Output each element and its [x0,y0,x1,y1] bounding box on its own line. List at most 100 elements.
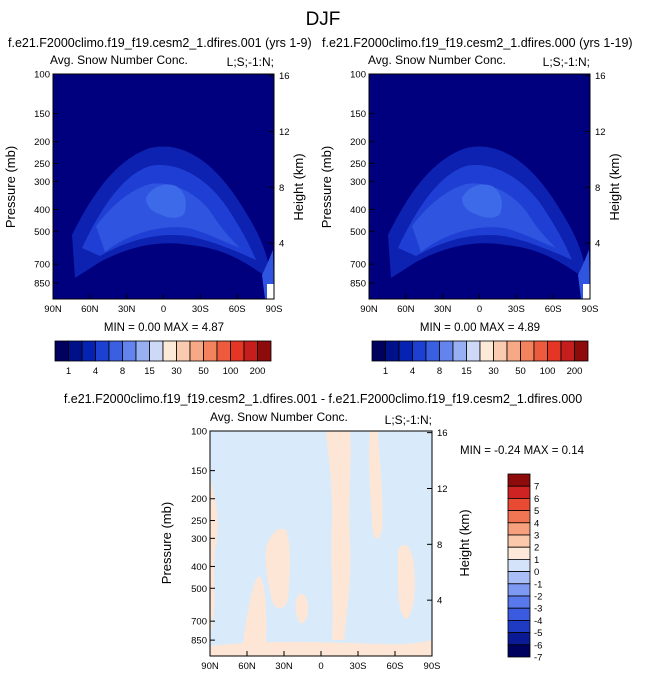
colorbar-label: 1 [534,555,539,566]
colorbar-swatch [216,340,231,362]
pressure-tick-label: 500 [34,227,50,238]
colorbar-swatch [189,340,204,362]
panel-1-ylabel: Pressure (mb) [3,146,18,228]
colorbar-label: 1 [383,366,388,377]
colorbar-label: 2 [534,543,539,554]
panel-2-title: f.e21.F2000climo.f19_f19.cesm2_1.dfires.… [322,36,633,50]
colorbar-swatch [507,607,531,621]
colorbar-label: 5 [534,506,539,517]
colorbar-label: 8 [120,366,125,377]
colorbar-label: -1 [534,579,542,590]
pressure-tick-label: 300 [191,534,207,545]
colorbar-swatch [507,473,531,487]
colorbar-swatch [547,340,562,362]
pressure-tick-label: 150 [34,109,50,120]
colorbar-label: 30 [488,366,499,377]
height-tick-label: 4 [437,596,442,607]
panel-2-pressure-axis: 100 150 200 250 300 400 500 700 850 [350,70,374,290]
colorbar-swatch [507,510,531,524]
colorbar-swatch [68,340,83,362]
pressure-tick-label: 850 [191,636,207,647]
panel-1-height-axis: 4 8 12 16 [269,71,290,250]
pressure-tick-label: 700 [350,260,366,271]
colorbar-label: -7 [534,653,542,664]
contour-plot-1: Avg. Snow Number Conc. L;S;-1:N; 100 150 2… [3,53,306,334]
colorbar-label: -2 [534,592,542,603]
pressure-tick-label: 500 [350,227,366,238]
pressure-tick-label: 300 [34,177,50,188]
panel-1-title: f.e21.F2000climo.f19_f19.cesm2_1.dfires.… [8,36,312,50]
panel-3-positive-region-f [398,545,415,619]
height-tick-label: 4 [595,239,600,250]
colorbar-swatch [243,340,258,362]
colorbar-label: -3 [534,604,542,615]
colorbar-swatch [507,644,531,658]
pressure-tick-label: 500 [191,584,207,595]
pressure-tick-label: 250 [34,159,50,170]
panel-3-positive-region-e [369,431,383,539]
height-tick-label: 16 [437,428,448,439]
height-tick-label: 8 [437,540,442,551]
panel-1-contour-upper [96,183,240,252]
colorbar-swatch [507,497,531,511]
panel-2-variable-label: Avg. Snow Number Conc. [368,53,506,67]
latitude-tick-label: 30N [434,304,452,315]
panel-1-contour-peak [146,184,186,218]
latitude-tick-label: 60N [397,304,415,315]
pressure-tick-label: 200 [350,137,366,148]
latitude-tick-label: 0 [318,661,323,672]
panel-3-positive-region-a [210,478,218,640]
pressure-tick-label: 700 [191,617,207,628]
colorbar-swatch [506,340,521,362]
panel-3-units-label: L;S;-1:N; [385,413,432,427]
colorbar-label: -4 [534,616,542,627]
panel-3-ylabel: Pressure (mb) [159,502,174,584]
colorbar-swatch [95,340,110,362]
height-tick-label: 8 [595,183,600,194]
pressure-tick-label: 150 [191,466,207,477]
colorbar-swatch [507,534,531,548]
panel-1-units-label: L;S;-1:N; [227,55,274,69]
latitude-tick-label: 90S [424,661,441,672]
contour-plot-2: Avg. Snow Number Conc. L;S;-1:N; 100 150 2… [319,53,622,334]
pressure-tick-label: 400 [350,205,366,216]
colorbar-label: 200 [250,366,266,377]
pressure-tick-label: 400 [191,562,207,573]
colorbar-label: 8 [437,366,442,377]
height-tick-label: 16 [279,71,290,82]
pressure-tick-label: 850 [34,279,50,290]
colorbar-swatch [162,340,177,362]
height-tick-label: 12 [595,127,606,138]
pressure-tick-label: 200 [191,494,207,505]
panel-2-ylabel: Pressure (mb) [319,146,334,228]
panel-1-pressure-axis: 100 150 200 250 300 400 500 700 850 [34,70,58,290]
height-tick-label: 4 [279,239,284,250]
panel-1-y2label: Height (km) [291,153,306,220]
colorbar-label: 100 [540,366,556,377]
colorbar-label: 4 [93,366,98,377]
panel-1-latitude-axis: 90N 60N 30N 0 30S 60S 90S [44,294,282,315]
colorbar-swatch [135,340,150,362]
panel-3-variable-label: Avg. Snow Number Conc. [210,410,348,424]
colorbar-swatch [479,340,494,362]
panel-2-y2label: Height (km) [607,153,622,220]
pressure-tick-label: 850 [350,279,366,290]
panel-2-contour-peak [462,184,502,218]
colorbar-swatch [412,340,427,362]
panel-3-background-fill [210,431,432,656]
colorbar-swatch [54,340,69,362]
colorbar-label: 50 [515,366,526,377]
colorbar-label: 6 [534,494,539,505]
figure-title: DJF [306,9,341,30]
panel-3-positive-region-d [326,431,351,640]
panel-3-latitude-axis: 90N 60N 30N 0 30S 60S 90S [201,651,440,672]
panel-3-pressure-axis: 100 150 200 250 300 400 500 700 850 [191,427,215,647]
colorbar-label: 7 [534,482,539,493]
latitude-tick-label: 30N [118,304,136,315]
colorbar-swatch [560,340,575,362]
colorbar-swatch [507,522,531,536]
colorbar-swatch [507,571,531,585]
panel-3-height-axis: 4 8 12 16 [427,428,448,607]
